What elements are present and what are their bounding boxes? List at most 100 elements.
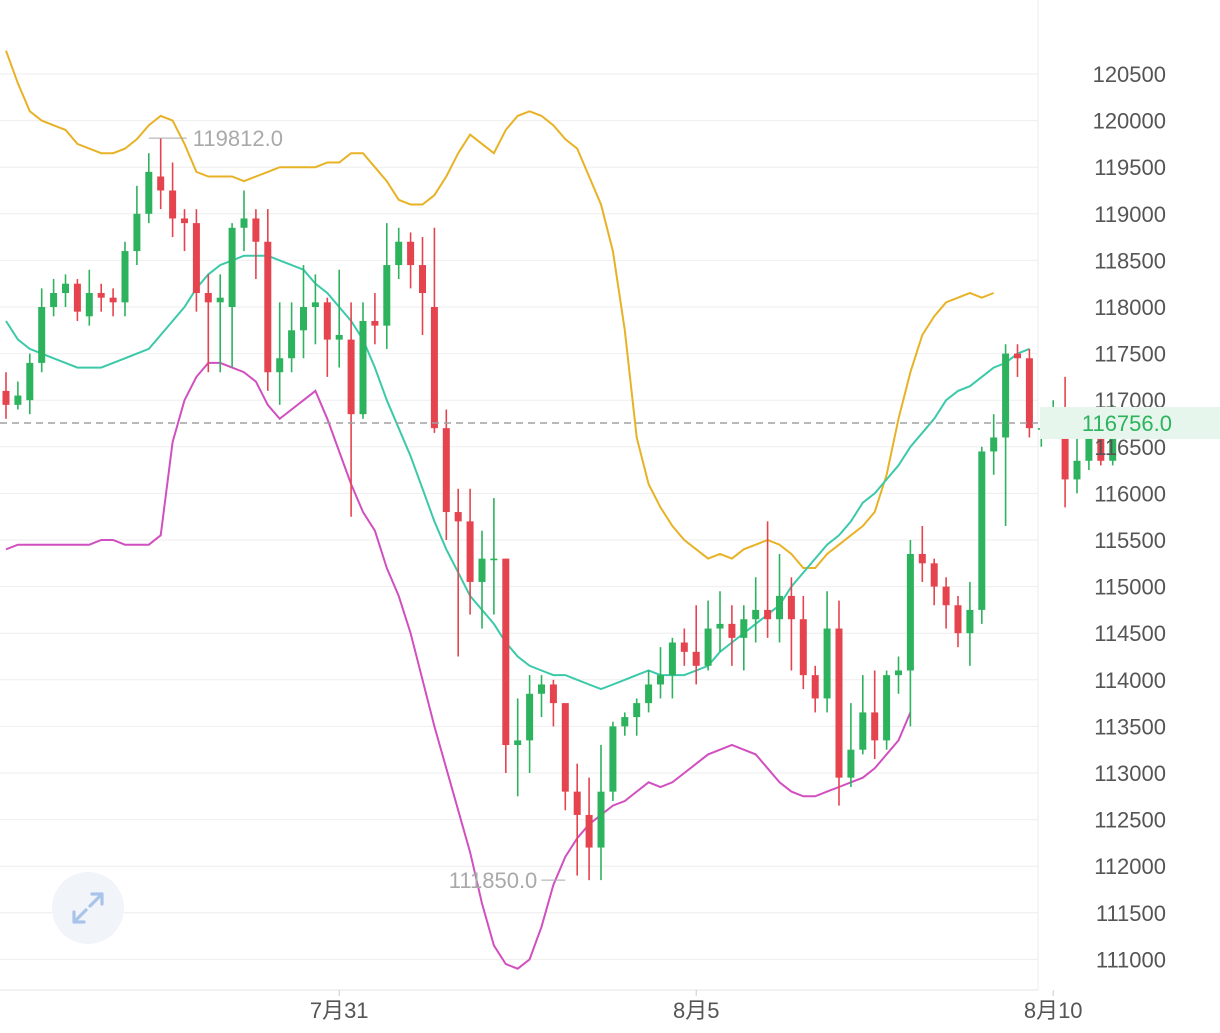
last-price-marker: 116756.0 (0, 406, 1220, 439)
expand-button[interactable] (52, 872, 124, 944)
candle (526, 675, 534, 773)
candle (1002, 344, 1010, 527)
candle-body (883, 675, 891, 741)
high-price-label: 119812.0 (193, 126, 283, 151)
candle-body (597, 791, 605, 848)
candle-body (204, 293, 212, 303)
y-tick-label: 117500 (1094, 342, 1166, 367)
candle (930, 558, 938, 606)
y-tick-label: 120500 (1093, 62, 1166, 87)
candle (561, 703, 569, 811)
candles (2, 138, 1117, 881)
candle-body (335, 334, 343, 340)
candle (680, 628, 688, 666)
candle-body (323, 302, 331, 340)
candle (573, 763, 581, 876)
candle-body (300, 307, 307, 331)
candle (264, 209, 272, 391)
candle-body (752, 609, 760, 620)
candle-body (645, 684, 653, 704)
candle (668, 637, 676, 699)
candle-body (109, 297, 117, 303)
grid-layer (0, 0, 1039, 991)
candle (145, 153, 153, 224)
candle (50, 279, 58, 317)
candle (26, 353, 34, 415)
candle-body (704, 628, 712, 666)
candle-body (502, 558, 510, 746)
y-tick-label: 113000 (1094, 761, 1166, 786)
y-tick-label: 119000 (1094, 202, 1166, 227)
candle (847, 703, 855, 787)
candle-body (169, 190, 177, 219)
candle-body (787, 595, 795, 620)
candle (347, 302, 355, 517)
candle-body (454, 512, 462, 522)
candle-body (50, 293, 58, 307)
last-price-tag (1040, 406, 1220, 439)
candle-body (85, 293, 93, 317)
candle (704, 600, 712, 671)
candle-body (823, 628, 831, 699)
candle (181, 209, 188, 252)
candle-body (692, 651, 700, 666)
candle-body (859, 712, 867, 750)
y-tick-label: 118000 (1094, 295, 1166, 320)
candle-body (621, 717, 629, 727)
candle-body (276, 358, 284, 373)
candle (335, 269, 343, 368)
y-tick-label: 120000 (1093, 109, 1166, 134)
candle (157, 138, 165, 210)
candle-body (573, 791, 581, 815)
candle (502, 558, 510, 773)
candle-body (430, 307, 438, 429)
candle-body (514, 740, 522, 746)
candle-body (906, 553, 914, 671)
candle (811, 665, 819, 713)
candle (776, 553, 783, 643)
candle-body (799, 619, 807, 676)
candle-body (990, 437, 998, 452)
candle (918, 526, 926, 582)
y-tick-label: 112000 (1094, 854, 1166, 879)
candle (300, 265, 307, 359)
candle-body (347, 339, 355, 415)
candle (906, 540, 914, 727)
candle (645, 670, 653, 713)
candle-body (264, 241, 272, 373)
candle (252, 209, 260, 280)
candle (85, 269, 93, 326)
candle (276, 302, 284, 405)
y-tick-label: 119500 (1094, 155, 1166, 180)
candle (895, 656, 902, 694)
candle-body (228, 227, 236, 307)
candle (633, 698, 641, 736)
candle-body (740, 619, 748, 638)
candle (2, 372, 10, 419)
candle (514, 698, 522, 797)
candle-body (954, 605, 962, 634)
y-tick-label: 115500 (1094, 528, 1166, 553)
candle-body (609, 726, 617, 792)
x-axis: 7月31 8月5 8月10 (310, 990, 1083, 1023)
expand-arrows-icon (72, 892, 104, 924)
candle-body (383, 265, 391, 326)
candle-body (478, 558, 486, 582)
candle (383, 223, 391, 349)
candle (692, 605, 700, 685)
candle-body (216, 297, 224, 303)
candle-body (145, 171, 153, 214)
candle (169, 162, 177, 238)
candle (954, 595, 962, 648)
candle-body (585, 814, 593, 848)
bollinger-middle-line (5, 254, 1030, 691)
candle (883, 670, 891, 750)
candle-body (942, 586, 950, 606)
candle-body (1061, 418, 1069, 480)
candle (966, 581, 974, 666)
candle (228, 223, 236, 368)
candle (859, 675, 867, 755)
candle (787, 577, 795, 671)
candle (823, 591, 831, 713)
